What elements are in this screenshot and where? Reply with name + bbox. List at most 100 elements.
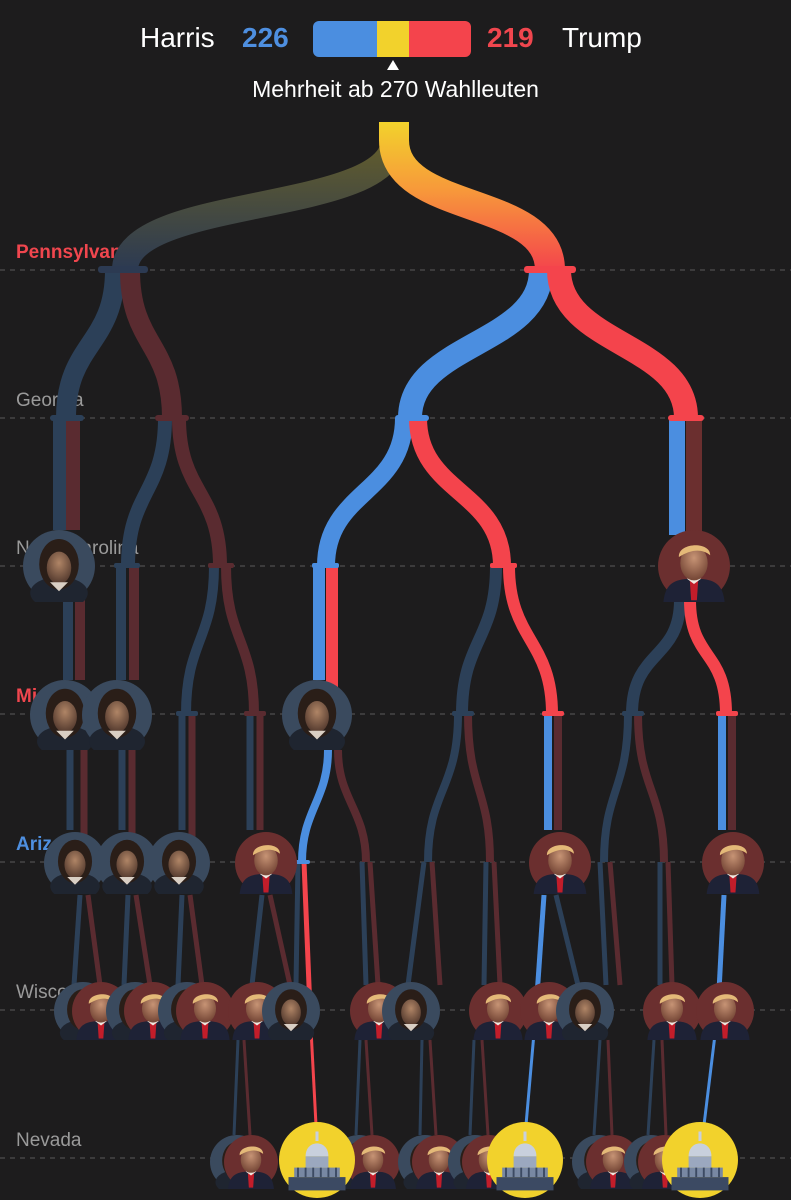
branch xyxy=(56,269,125,419)
trump-portrait-icon xyxy=(235,832,297,894)
split-connector xyxy=(50,415,84,421)
branch xyxy=(267,894,293,986)
branch xyxy=(317,417,413,567)
branch xyxy=(85,894,103,986)
candidate-harris-name: Harris xyxy=(140,22,215,53)
branch xyxy=(405,861,427,986)
state-label-pennsylvania: Pennsylvania xyxy=(16,242,138,263)
branch-root-harris xyxy=(112,122,407,273)
split-connector xyxy=(490,563,517,568)
branch xyxy=(600,713,632,863)
branch xyxy=(121,417,172,567)
split-connector xyxy=(114,563,140,568)
harris-portrait-icon xyxy=(382,982,440,1040)
branch xyxy=(232,1039,240,1136)
branch xyxy=(646,1039,656,1136)
split-connector xyxy=(208,563,234,568)
state-label-nevada: Nevada xyxy=(16,1130,82,1151)
harris-portrait-icon xyxy=(282,680,352,750)
split-connector xyxy=(294,860,310,864)
branch xyxy=(187,894,205,986)
branch xyxy=(121,894,131,986)
branch xyxy=(464,713,494,863)
branch xyxy=(71,894,83,986)
trump-segment xyxy=(409,21,471,57)
split-connector xyxy=(176,711,198,716)
trump-portrait-icon xyxy=(658,530,730,602)
tree-branches xyxy=(53,122,736,1136)
branch xyxy=(398,268,553,420)
branch xyxy=(242,1039,252,1136)
branch-root-trump xyxy=(379,122,565,272)
branch xyxy=(409,417,511,567)
majority-marker-icon xyxy=(387,60,399,70)
trump-portrait-icon xyxy=(643,982,701,1040)
capitol-icon xyxy=(279,1122,355,1198)
branch xyxy=(607,861,623,986)
header: Harris 226 219 Trump Mehrheit ab 270 Wah… xyxy=(0,0,791,110)
capitol-icon xyxy=(487,1122,563,1198)
harris-electoral-score: 226 xyxy=(242,22,289,53)
branch xyxy=(334,749,370,863)
split-connector xyxy=(452,711,474,716)
capitol-icon xyxy=(662,1122,738,1198)
branch xyxy=(133,894,153,986)
trump-electoral-score: 219 xyxy=(487,22,534,53)
branch xyxy=(597,861,609,986)
split-connector xyxy=(98,266,148,273)
trump-portrait-icon xyxy=(469,982,527,1040)
branch xyxy=(298,749,332,863)
trump-portrait-icon xyxy=(529,832,591,894)
branch xyxy=(634,713,668,863)
trump-portrait-icon xyxy=(702,832,764,894)
harris-portrait-icon xyxy=(148,832,210,894)
harris-portrait-icon xyxy=(262,982,320,1040)
branch xyxy=(684,599,732,715)
branch xyxy=(468,1039,476,1136)
branch xyxy=(626,599,686,715)
harris-segment xyxy=(313,21,377,57)
branch xyxy=(547,268,698,420)
branch xyxy=(418,1039,424,1136)
branch xyxy=(293,861,301,986)
split-connector xyxy=(622,711,644,716)
majority-threshold-label: Mehrheit ab 270 Wahlleuten xyxy=(252,76,539,102)
branch xyxy=(503,565,558,715)
harris-portrait-icon xyxy=(556,982,614,1040)
branch xyxy=(172,417,227,567)
branch xyxy=(553,894,581,986)
branch xyxy=(456,565,502,715)
branch xyxy=(120,269,182,419)
split-connector xyxy=(524,266,576,273)
electoral-summary-bar xyxy=(313,21,471,57)
branch xyxy=(221,565,259,715)
branch xyxy=(660,1039,668,1136)
split-connector xyxy=(395,415,429,421)
split-connector xyxy=(716,711,738,716)
branch xyxy=(429,861,443,986)
trump-portrait-icon xyxy=(176,982,234,1040)
undecided-segment xyxy=(377,21,409,57)
branch xyxy=(424,713,462,863)
split-connectors xyxy=(50,266,738,864)
branch xyxy=(364,1039,374,1136)
branch xyxy=(428,1039,438,1136)
harris-portrait-icon xyxy=(82,680,152,750)
branch xyxy=(181,565,219,715)
branch xyxy=(592,1039,602,1136)
branch xyxy=(249,894,265,986)
branch xyxy=(354,1039,362,1136)
branch xyxy=(359,861,369,986)
branch xyxy=(481,861,489,986)
split-connector xyxy=(155,415,189,421)
candidate-trump-name: Trump xyxy=(562,22,642,53)
branch xyxy=(480,1039,490,1136)
trump-portrait-icon xyxy=(696,982,754,1040)
branch xyxy=(301,861,313,1011)
branch xyxy=(367,861,381,986)
branch xyxy=(606,1039,614,1136)
split-connector xyxy=(244,711,266,716)
branch xyxy=(491,861,503,986)
split-connector xyxy=(542,711,564,716)
